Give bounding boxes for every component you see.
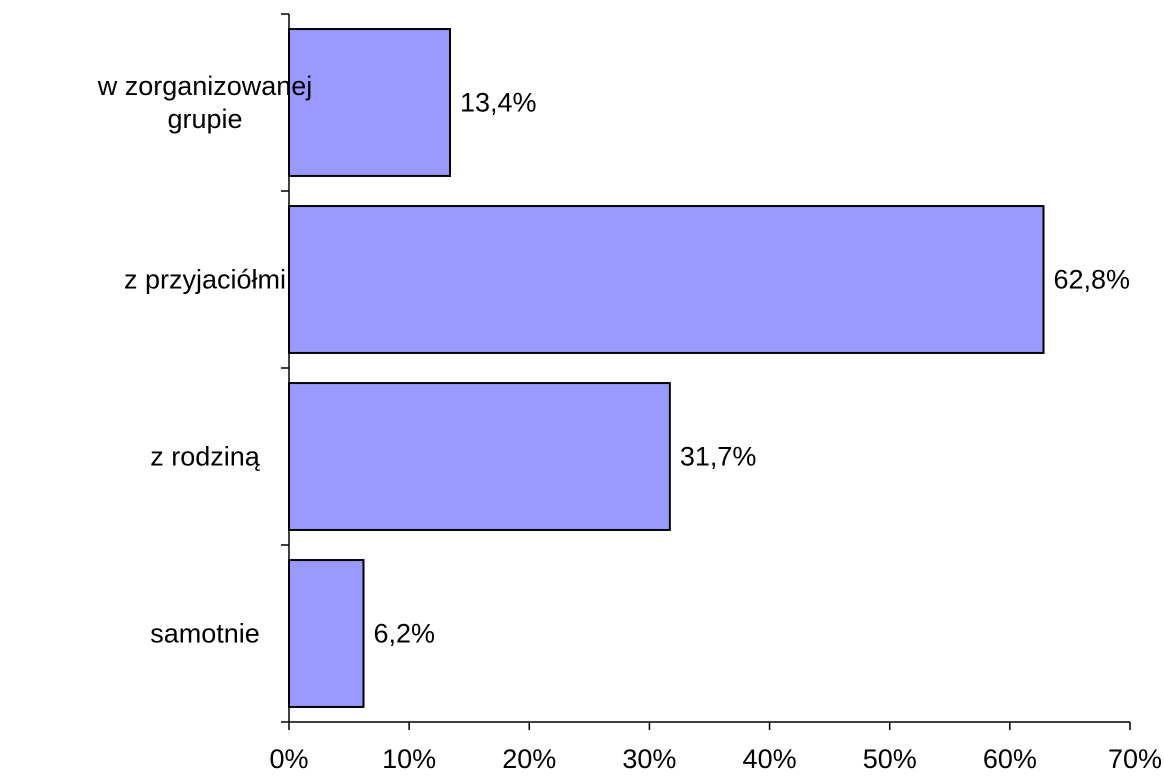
data-label-1: 62,8% bbox=[1053, 265, 1130, 295]
category-label-2-0: z rodziną bbox=[150, 442, 261, 472]
category-label-3-0: samotnie bbox=[150, 619, 260, 649]
x-tick-label-7: 70% bbox=[1108, 744, 1162, 774]
category-label-0-0: w zorganizowanej bbox=[97, 71, 313, 101]
axis-layer bbox=[281, 13, 1131, 730]
x-tick-label-6: 60% bbox=[983, 744, 1037, 774]
bar-0 bbox=[288, 28, 451, 177]
data-label-0: 13,4% bbox=[460, 88, 537, 118]
x-tick-label-3: 30% bbox=[622, 744, 676, 774]
data-label-2: 31,7% bbox=[680, 442, 757, 472]
x-tick-label-1: 10% bbox=[382, 744, 436, 774]
bars-layer bbox=[288, 28, 1045, 708]
x-tick-label-2: 20% bbox=[502, 744, 556, 774]
category-label-0-1: grupie bbox=[167, 104, 242, 134]
x-tick-label-5: 50% bbox=[863, 744, 917, 774]
x-tick-label-0: 0% bbox=[269, 744, 308, 774]
bar-1 bbox=[288, 205, 1045, 354]
data-label-3: 6,2% bbox=[373, 619, 435, 649]
x-tick-label-4: 40% bbox=[743, 744, 797, 774]
bar-3 bbox=[288, 559, 365, 708]
bar-2 bbox=[288, 382, 671, 531]
category-label-1-0: z przyjaciółmi bbox=[124, 265, 286, 295]
